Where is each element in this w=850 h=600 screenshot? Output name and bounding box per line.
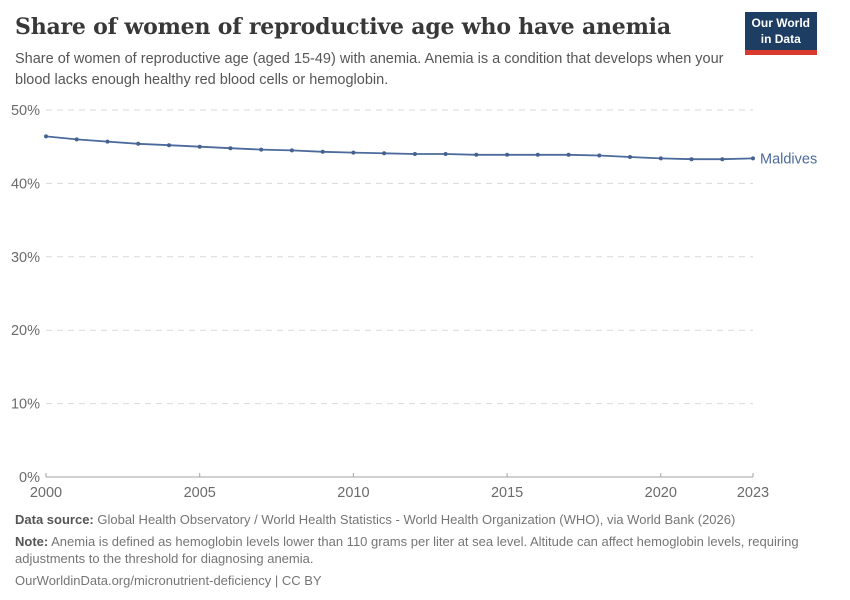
y-tick-label: 10%: [11, 397, 40, 413]
owid-logo: Our World in Data: [744, 12, 817, 56]
data-point: [720, 157, 725, 162]
data-point: [259, 147, 264, 152]
data-point: [320, 149, 325, 154]
data-source-label: Data source:: [15, 512, 94, 527]
x-tick-label: 2000: [30, 485, 62, 501]
data-point: [197, 144, 202, 149]
data-point: [44, 134, 48, 139]
y-tick-label: 40%: [11, 176, 40, 192]
owid-logo-line1: Our World: [751, 16, 810, 30]
citation-line: OurWorldinData.org/micronutrient-deficie…: [15, 573, 322, 589]
data-point: [658, 156, 663, 161]
data-point: [505, 152, 510, 157]
data-point: [597, 153, 602, 158]
data-point: [105, 139, 110, 144]
data-point: [228, 146, 233, 151]
data-point: [382, 151, 387, 156]
data-point: [136, 141, 141, 146]
data-point: [535, 152, 540, 157]
data-point: [351, 150, 356, 155]
x-tick-label: 2020: [645, 485, 677, 501]
x-tick-label: 2005: [184, 485, 216, 501]
chart-subtitle: Share of women of reproductive age (aged…: [15, 51, 724, 89]
data-source-line: Data source: Global Health Observatory /…: [15, 511, 820, 528]
note-label: Note:: [15, 534, 49, 550]
chart-footer: Data source: Global Health Observatory /…: [15, 511, 820, 595]
series-line: [45, 135, 754, 161]
y-tick-label: 30%: [11, 250, 40, 266]
data-point: [689, 157, 694, 162]
entity-label: Maldives: [760, 151, 817, 167]
page-title: Share of women of reproductive age who h…: [15, 14, 671, 40]
x-tick-label: 2010: [337, 485, 369, 501]
data-point: [474, 152, 479, 157]
data-point: [628, 155, 632, 159]
note-line: Note: Anemia is defined as hemoglobin le…: [15, 533, 820, 567]
note-text: Anemia is defined as hemoglobin levels l…: [15, 534, 799, 567]
x-tick-label: 2015: [491, 485, 523, 501]
data-point: [566, 152, 571, 157]
owid-logo-line2: in Data: [760, 31, 801, 46]
data-point: [289, 148, 294, 153]
line-chart: 0% 10% 20% 30% 40% 50% 2000 2005 2010 2015 2020 202…: [11, 103, 817, 501]
data-source-text: Global Health Observatory / World Health…: [93, 512, 736, 527]
data-point: [412, 152, 417, 156]
chart-header: Share of women of reproductive age who h…: [15, 12, 835, 91]
data-point: [167, 143, 171, 148]
x-tick-label: 2023: [737, 485, 769, 501]
data-point: [74, 137, 79, 142]
data-point: [443, 152, 448, 156]
y-tick-label: 0%: [19, 470, 40, 486]
data-point: [751, 156, 755, 161]
y-tick-label: 50%: [11, 103, 40, 119]
y-tick-label: 20%: [11, 323, 40, 339]
